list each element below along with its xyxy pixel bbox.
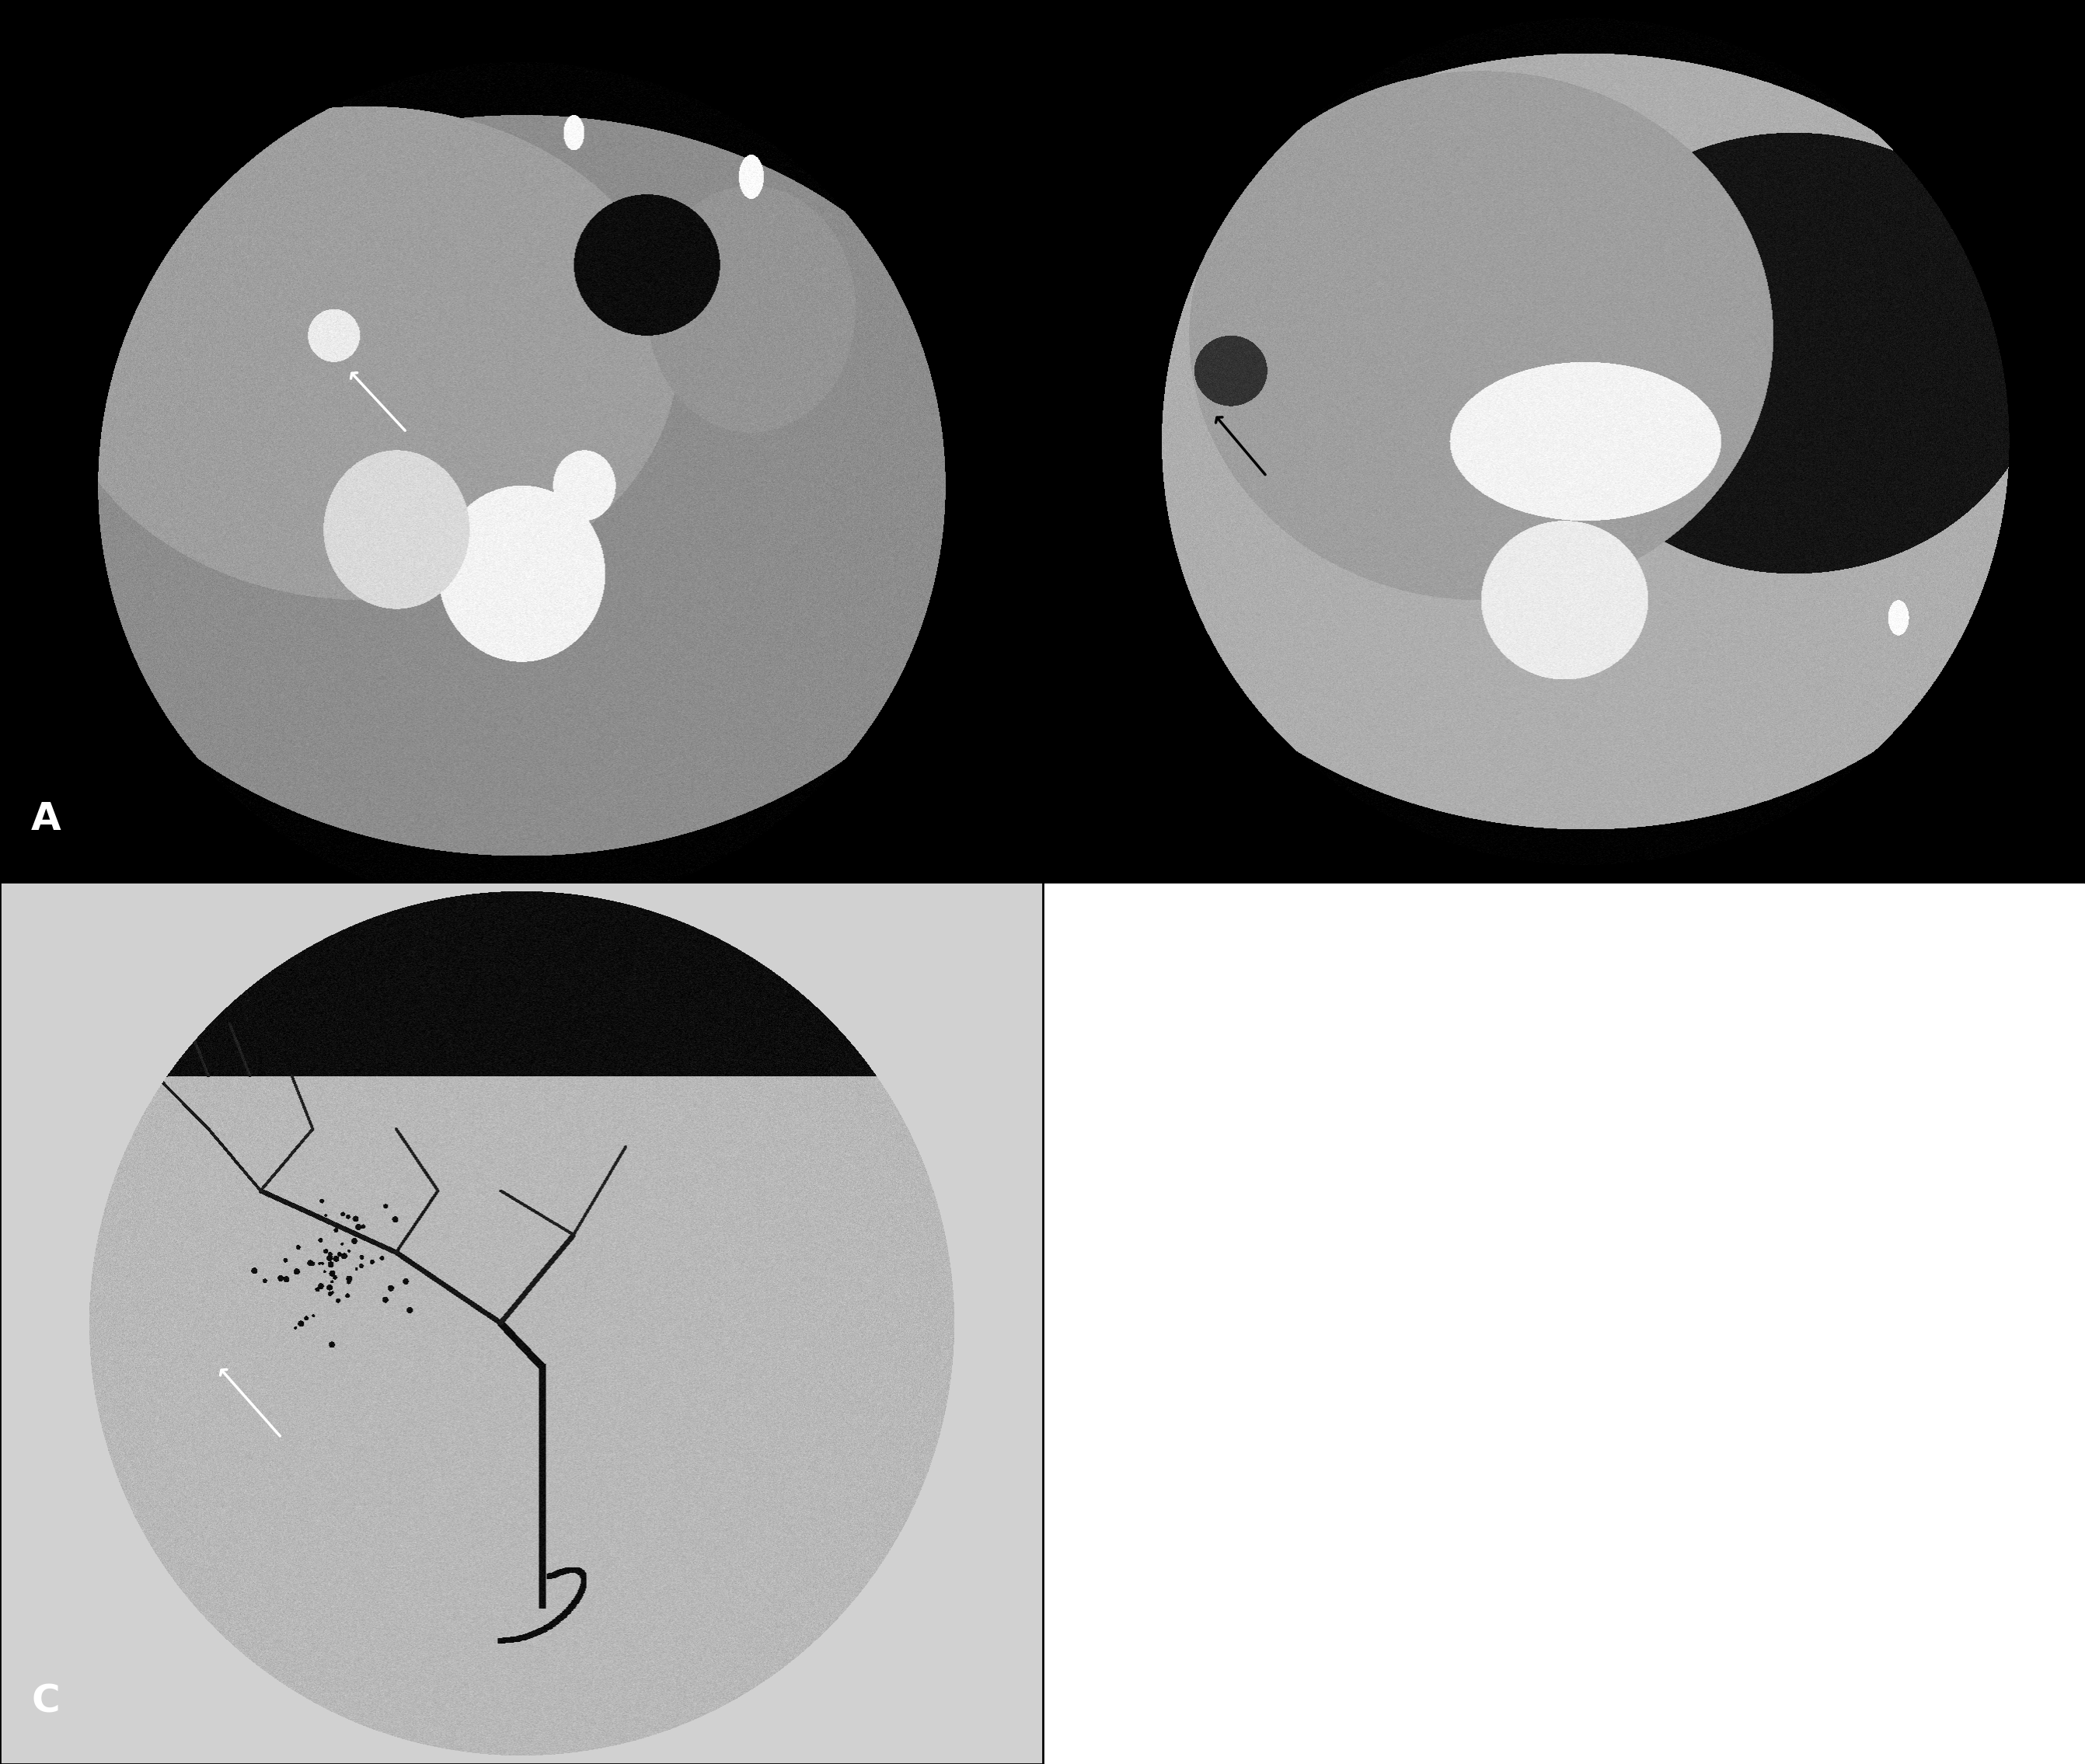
- Text: A: A: [31, 801, 60, 838]
- Text: C: C: [31, 1683, 60, 1720]
- Text: B: B: [1074, 801, 1103, 838]
